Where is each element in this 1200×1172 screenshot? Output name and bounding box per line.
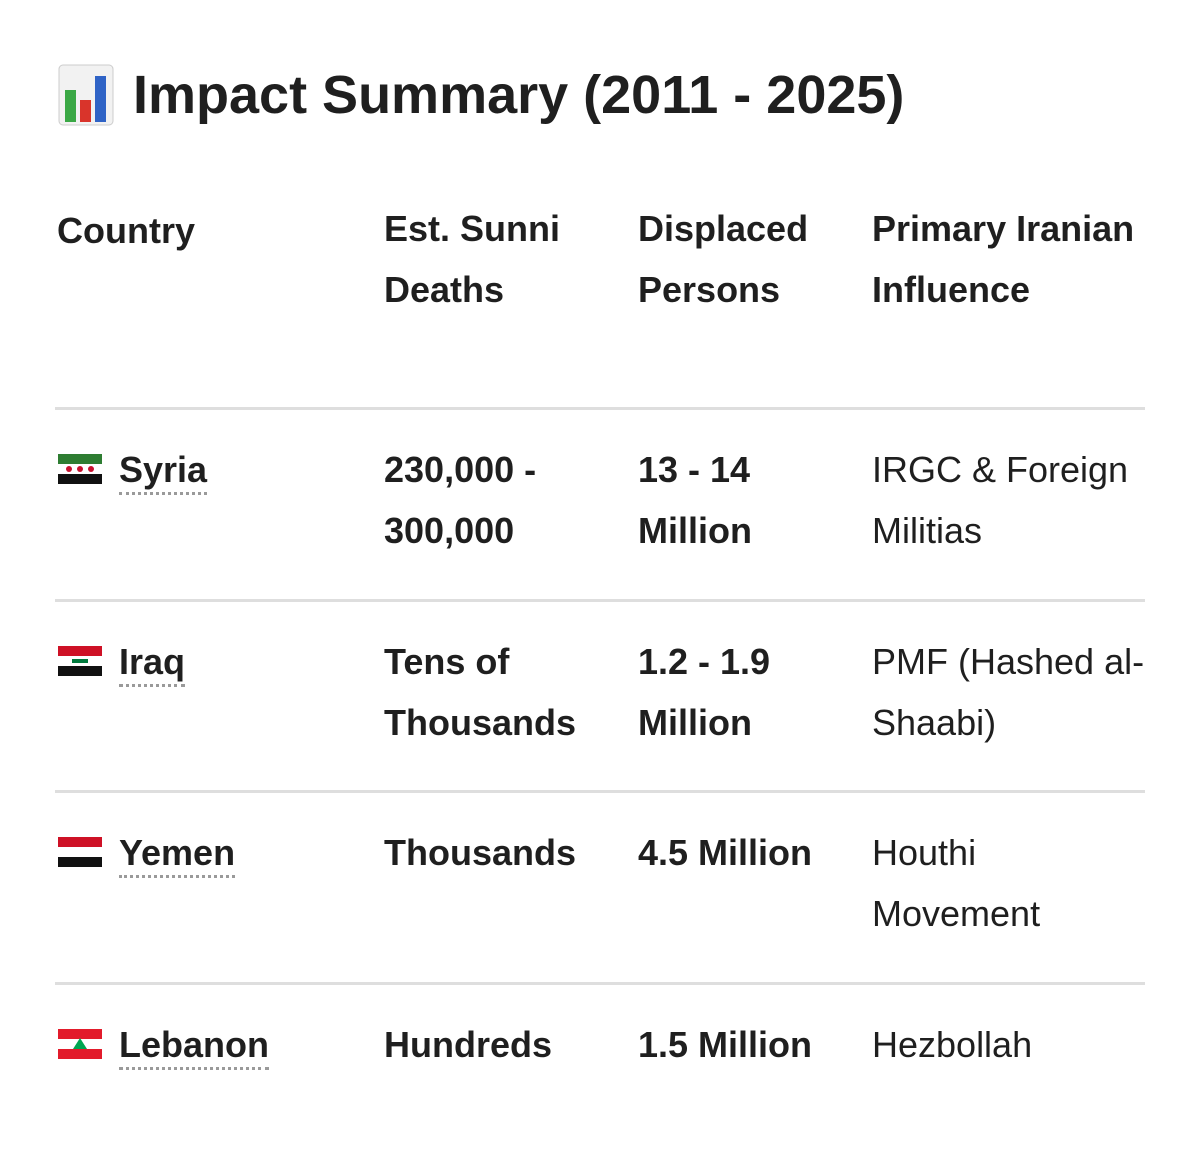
table-cell: Hundreds — [384, 1024, 553, 1065]
flag — [58, 1029, 102, 1059]
country-name: Iraq — [119, 640, 186, 687]
country-cell: Lebanon — [119, 1014, 339, 1075]
column-header: Est. Sunni Deaths — [384, 208, 561, 310]
column-header: Displaced Persons — [638, 208, 809, 310]
chart-icon — [58, 64, 114, 126]
column-header: Primary Iranian Influence — [872, 208, 1135, 310]
table-cell: 1.2 - 1.9 Million — [638, 641, 771, 743]
country-cell: Syria — [119, 439, 339, 500]
row-separator — [55, 790, 1145, 793]
column-header: Country — [57, 210, 195, 251]
title: Impact Summary (2011 - 2025) — [133, 65, 905, 125]
table-cell: Houthi Movement — [872, 832, 1041, 934]
table-cell: Tens of Thousands — [384, 641, 577, 743]
table-cell: 230,000 - 300,000 — [384, 449, 537, 551]
country-cell: Iraq — [119, 631, 339, 692]
table-cell: IRGC & Foreign Militias — [872, 449, 1129, 551]
country-name: Lebanon — [119, 1023, 269, 1070]
row-separator — [55, 982, 1145, 985]
table-cell: 1.5 Million — [638, 1024, 813, 1065]
flag — [58, 837, 102, 867]
table-cell: 4.5 Million — [638, 832, 813, 873]
country-name: Yemen — [119, 831, 236, 878]
table-cell: Thousands — [384, 832, 577, 873]
table-cell: PMF (Hashed al-Shaabi) — [872, 641, 1145, 743]
table-cell: Hezbollah — [872, 1024, 1033, 1065]
table-cell: 13 - 14 Million — [638, 449, 752, 551]
row-separator — [55, 599, 1145, 602]
flag — [58, 454, 102, 484]
row-separator — [55, 407, 1145, 410]
flag — [58, 646, 102, 676]
country-name: Syria — [119, 448, 208, 495]
country-cell: Yemen — [119, 822, 339, 883]
